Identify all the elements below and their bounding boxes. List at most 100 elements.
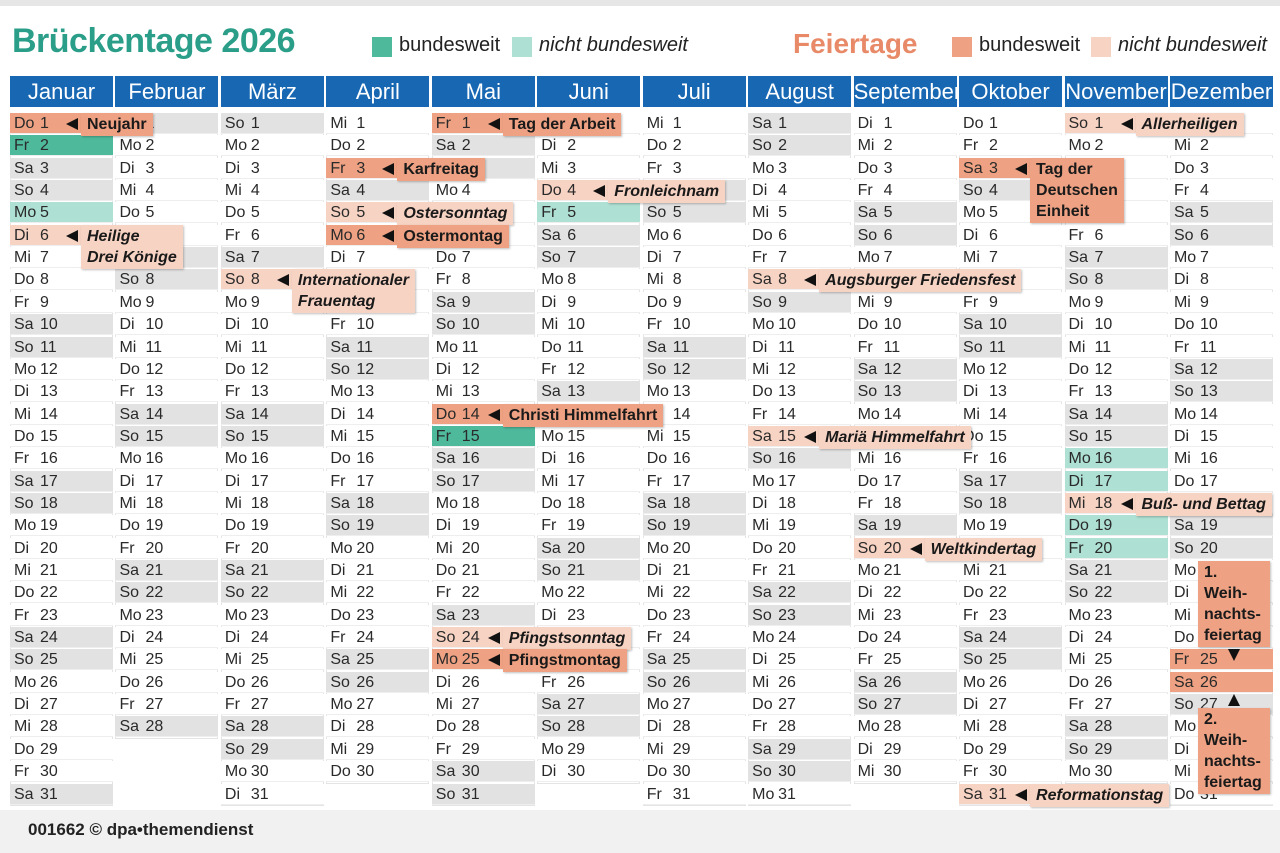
day-cell: Sa 19 [1169, 515, 1273, 537]
holiday-label: Weltkindertag [909, 537, 1043, 561]
day-number: 17 [883, 472, 902, 490]
day-number: 1 [1094, 115, 1104, 132]
day-number: 23 [883, 606, 902, 624]
day-cell: Fr 12 [537, 358, 641, 380]
day-number: 14 [145, 405, 164, 423]
day-number: 28 [778, 718, 796, 736]
day-number: 23 [145, 606, 164, 624]
day-cell: Do 19 [1064, 515, 1168, 537]
day-number: 29 [883, 740, 902, 758]
day-number: 26 [778, 673, 796, 691]
weekday: Mi [435, 696, 453, 714]
month-header: Mai [431, 76, 535, 107]
month-header: September [853, 76, 961, 107]
weekday: Do [1173, 159, 1195, 177]
holiday-name: Ostermontag [397, 224, 509, 248]
day-cell: Mo 13 [326, 381, 430, 403]
weekday: Di [1068, 629, 1084, 647]
weekday: Fr [119, 696, 135, 714]
day-cell: So 10 [431, 314, 535, 336]
weekday: Mo [1173, 562, 1197, 579]
day-cell: Sa 24 [10, 627, 113, 649]
holiday-name: Tag der Arbeit [502, 113, 622, 136]
day-number: 14 [250, 405, 269, 423]
weekday: Fr [1173, 182, 1190, 200]
weekday: Fr [752, 562, 768, 579]
day-number: 30 [461, 763, 480, 781]
weekday: So [752, 763, 772, 781]
day-cell: Mo 3 [748, 157, 852, 179]
weekday: Sa [1068, 249, 1089, 267]
weekday: Sa [224, 718, 245, 736]
day-number: 1 [250, 115, 260, 132]
day-cell: Di 7 [326, 247, 430, 269]
day-number: 27 [883, 696, 902, 714]
holiday-label: Mariä Himmelfahrt [804, 425, 971, 449]
day-cell: Di 17 [115, 470, 219, 492]
day-number: 31 [778, 785, 796, 803]
day-cell: Mo 30 [1064, 761, 1168, 783]
day-number: 9 [461, 293, 471, 311]
arrow [382, 162, 395, 175]
weekday: Fr [752, 249, 768, 267]
weekday: So [752, 137, 772, 155]
day-number: 17 [1199, 472, 1218, 490]
day-number: 23 [356, 606, 375, 624]
day-cell: Mi 20 [431, 537, 535, 559]
day-number: 11 [883, 338, 901, 356]
weekday: Fr [119, 539, 135, 557]
weekday: Mo [119, 450, 142, 468]
day-cell: Di 12 [431, 358, 535, 380]
arrow [382, 207, 395, 220]
day-cell: Fr 21 [748, 560, 852, 581]
day-cell: So 11 [10, 336, 113, 358]
arrow [1227, 693, 1240, 706]
day-cell: Do 15 [959, 425, 1063, 447]
weekday: Do [1173, 472, 1195, 490]
day-number: 11 [145, 338, 163, 356]
day-cell: So 25 [10, 649, 113, 671]
day-number: 3 [40, 159, 49, 177]
day-cell: Mi 1 [326, 113, 430, 134]
day-number: 25 [778, 651, 796, 669]
weekday: Sa [1173, 360, 1194, 378]
weekday: Do [752, 226, 773, 244]
day-number: 9 [1199, 293, 1209, 311]
day-cell: So 23 [748, 604, 852, 626]
day-cell: Fr 10 [326, 314, 430, 336]
day-cell: Mi 3 [537, 157, 641, 179]
weekday: Do [1068, 517, 1089, 535]
weekday: Fr [1068, 226, 1084, 244]
weekday: Fr [330, 159, 346, 177]
weekday: Di [14, 226, 30, 244]
day-number: 22 [356, 584, 375, 602]
weekday: Sa [857, 673, 878, 691]
legend-label: bundesweit [399, 34, 501, 56]
day-number: 10 [883, 316, 902, 334]
day-number: 20 [250, 539, 269, 557]
day-cell: Do 30 [642, 761, 746, 783]
weekday: Di [963, 226, 979, 244]
weekday: Fr [14, 137, 30, 155]
day-cell: Mi 29 [642, 738, 746, 760]
day-cell: Mo 23 [115, 604, 219, 626]
weekday: Sa [1173, 204, 1194, 222]
weekday: Mo [119, 137, 142, 155]
day-cell: Mo 2 [115, 135, 219, 157]
holiday-name: Reformationstag [1030, 783, 1170, 807]
day-cell: Do 12 [1064, 358, 1168, 380]
day-cell: Do 5 [115, 202, 219, 224]
weekday: Di [752, 651, 768, 669]
weekday: So [14, 494, 34, 512]
day-cell: Di 17 [220, 470, 324, 492]
day-cell: Di 30 [537, 761, 641, 783]
weekday: Mi [119, 494, 137, 512]
day-number: 5 [778, 204, 788, 222]
month-header: Juni [537, 76, 641, 107]
weekday: Fr [1173, 651, 1190, 669]
day-number: 26 [567, 673, 586, 691]
day-cell: Di 31 [220, 783, 324, 805]
day-number: 2 [145, 137, 155, 155]
day-number: 25 [1199, 651, 1218, 669]
weekday: Mo [646, 696, 669, 714]
